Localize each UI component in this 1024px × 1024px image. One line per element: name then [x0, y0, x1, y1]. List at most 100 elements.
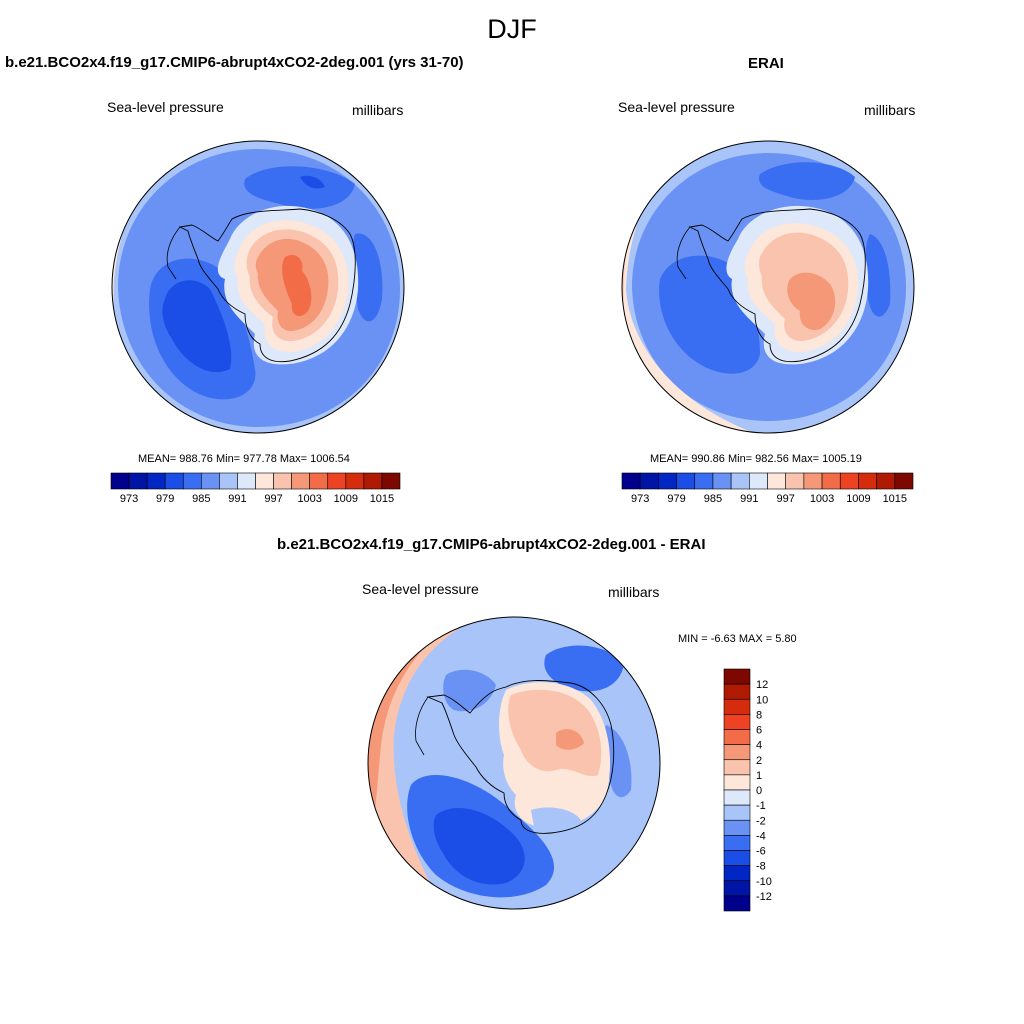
- neg-south-2: [433, 808, 525, 885]
- obs-colorbar-box: [803, 472, 823, 490]
- model-map: [111, 140, 405, 434]
- model-colorbar-box: [146, 472, 166, 490]
- model-colorbar-box: [273, 472, 292, 490]
- diff-colorbar-box: [723, 759, 751, 776]
- diff-units-label: millibars: [608, 584, 660, 600]
- diff-colorbar-tick-label: -8: [756, 861, 766, 873]
- low-north: [244, 166, 355, 209]
- coastline: [688, 208, 866, 363]
- low-east: [352, 233, 383, 322]
- diff-colorbar-box: [723, 744, 751, 761]
- low-north-core: [300, 175, 325, 189]
- continent-2: [508, 689, 602, 777]
- diff-colorbar-tick-label: -4: [756, 830, 766, 842]
- diff-colorbar-tick-label: -10: [756, 876, 772, 888]
- diff-colorbar-box: [723, 714, 751, 730]
- diff-colorbar-box: [723, 668, 751, 685]
- diff-colorbar-box: [723, 683, 751, 700]
- obs-colorbar-box: [712, 472, 732, 490]
- model-stats: MEAN= 988.76 Min= 977.78 Max= 1006.54: [138, 453, 350, 465]
- diff-colorbar-tick-label: 10: [756, 694, 768, 706]
- model-variable-label: Sea-level pressure: [107, 99, 224, 115]
- diff-colorbar-box: [723, 698, 751, 715]
- diff-colorbar-tick-label: 8: [756, 709, 762, 721]
- obs-colorbar-tick-label: 985: [704, 493, 722, 505]
- peninsula: [166, 226, 181, 280]
- obs-colorbar-tick-label: 973: [631, 493, 649, 505]
- diff-colorbar-box: [723, 895, 751, 912]
- diff-colorbar-box: [723, 729, 751, 745]
- continent-3: [787, 272, 836, 330]
- model-colorbar-box: [255, 472, 274, 490]
- coastline: [426, 680, 615, 834]
- low-west-core: [162, 280, 232, 373]
- model-colorbar-box: [237, 472, 256, 490]
- diff-colorbar-box: [723, 804, 751, 821]
- obs-colorbar-tick-label: 979: [667, 493, 685, 505]
- model-colorbar-tick-label: 991: [228, 493, 246, 505]
- obs-colorbar-tick-label: 1009: [846, 493, 870, 505]
- model-colorbar-box: [345, 472, 365, 490]
- neg-north: [544, 645, 624, 692]
- diff-colorbar-tick-label: -6: [756, 846, 766, 858]
- diff-colorbar-tick-label: 0: [756, 785, 762, 797]
- obs-colorbar-tick-label: 1003: [810, 493, 834, 505]
- obs-colorbar-box: [876, 472, 896, 490]
- diff-colorbar-tick-label: -1: [756, 800, 766, 812]
- obs-colorbar-box: [767, 472, 786, 490]
- diff-colorbar-tick-label: -2: [756, 815, 766, 827]
- obs-stats: MEAN= 990.86 Min= 982.56 Max= 1005.19: [650, 453, 862, 465]
- diff-colorbar-box: [723, 819, 751, 836]
- obs-colorbar-tick-label: 1015: [883, 493, 907, 505]
- obs-colorbar-box: [694, 472, 714, 490]
- diff-colorbar-box: [723, 880, 751, 897]
- model-colorbar-box: [201, 472, 220, 490]
- peninsula: [415, 696, 429, 756]
- model-colorbar-tick-label: 973: [120, 493, 138, 505]
- diff-colorbar-tick-label: 1: [756, 770, 762, 782]
- diff-map: [367, 616, 661, 910]
- continent-neg: [531, 807, 581, 831]
- model-colorbar-box: [291, 472, 310, 490]
- model-colorbar-box: [327, 472, 347, 490]
- diff-colorbar-box: [723, 850, 751, 866]
- obs-colorbar-box: [839, 472, 859, 490]
- obs-colorbar-tick-label: 997: [777, 493, 795, 505]
- diff-stats: MIN = -6.63 MAX = 5.80: [678, 633, 797, 645]
- obs-map: [621, 140, 915, 434]
- obs-panel-title: ERAI: [748, 55, 784, 72]
- model-colorbar-tick-label: 979: [156, 493, 174, 505]
- model-panel-title: b.e21.BCO2x4.f19_g17.CMIP6-abrupt4xCO2-2…: [5, 54, 464, 71]
- diff-colorbar-tick-label: 12: [756, 679, 768, 691]
- diff-colorbar-box: [723, 835, 751, 851]
- model-colorbar-box: [182, 472, 202, 490]
- diff-colorbar-box: [723, 865, 751, 882]
- coastline: [178, 208, 356, 363]
- diff-colorbar-tick-label: 4: [756, 740, 762, 752]
- obs-colorbar-box: [785, 472, 805, 490]
- obs-colorbar-box: [676, 472, 696, 490]
- model-colorbar-tick-label: 985: [192, 493, 210, 505]
- model-colorbar-box: [363, 472, 383, 490]
- model-colorbar-box: [219, 472, 238, 490]
- obs-units-label: millibars: [864, 102, 916, 118]
- model-colorbar-box: [164, 472, 184, 490]
- continent-core: [556, 729, 584, 750]
- model-colorbar-box: [309, 472, 329, 490]
- obs-colorbar-box: [730, 472, 750, 490]
- obs-colorbar-box: [858, 472, 877, 490]
- obs-colorbar-box: [894, 472, 914, 490]
- obs-colorbar-box: [621, 472, 641, 490]
- model-colorbar-tick-label: 1009: [334, 493, 358, 505]
- peninsula: [676, 226, 691, 280]
- diff-colorbar-tick-label: 2: [756, 755, 762, 767]
- model-colorbar-box: [381, 472, 401, 490]
- obs-colorbar-tick-label: 991: [740, 493, 758, 505]
- model-colorbar-tick-label: 1015: [370, 493, 394, 505]
- model-units-label: millibars: [352, 102, 404, 118]
- low-north: [759, 162, 855, 200]
- continent-core: [282, 254, 312, 317]
- obs-colorbar-box: [821, 472, 841, 490]
- model-colorbar-box: [128, 472, 148, 490]
